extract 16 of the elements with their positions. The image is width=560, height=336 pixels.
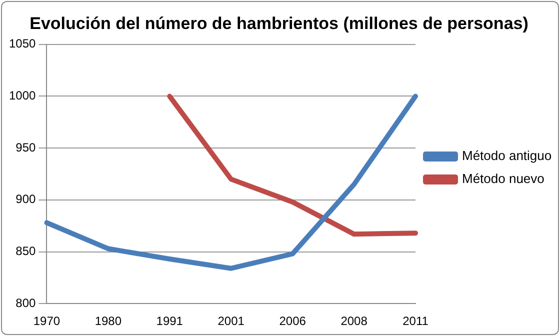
- x-tick-label: 1991: [156, 314, 184, 328]
- x-tick-label: 2001: [218, 314, 245, 328]
- legend-label: Método nuevo: [462, 171, 544, 186]
- x-tick-label: 2011: [402, 314, 429, 328]
- legend-label: Método antiguo: [462, 148, 552, 164]
- y-tick-label: 900: [16, 192, 36, 206]
- x-tick-label: 2006: [279, 314, 306, 328]
- y-tick-label: 1050: [8, 36, 36, 51]
- x-tick-label: 2008: [340, 314, 368, 328]
- y-tick-label: 800: [16, 296, 36, 310]
- y-tick-label: 1000: [8, 88, 36, 103]
- y-tick-label: 850: [16, 244, 36, 258]
- x-tick-label: 1970: [33, 314, 60, 328]
- chart-title: Evolución del número de hambrientos (millones de personas): [30, 14, 528, 33]
- x-tick-label: 1980: [94, 314, 122, 328]
- y-tick-label: 950: [16, 140, 36, 154]
